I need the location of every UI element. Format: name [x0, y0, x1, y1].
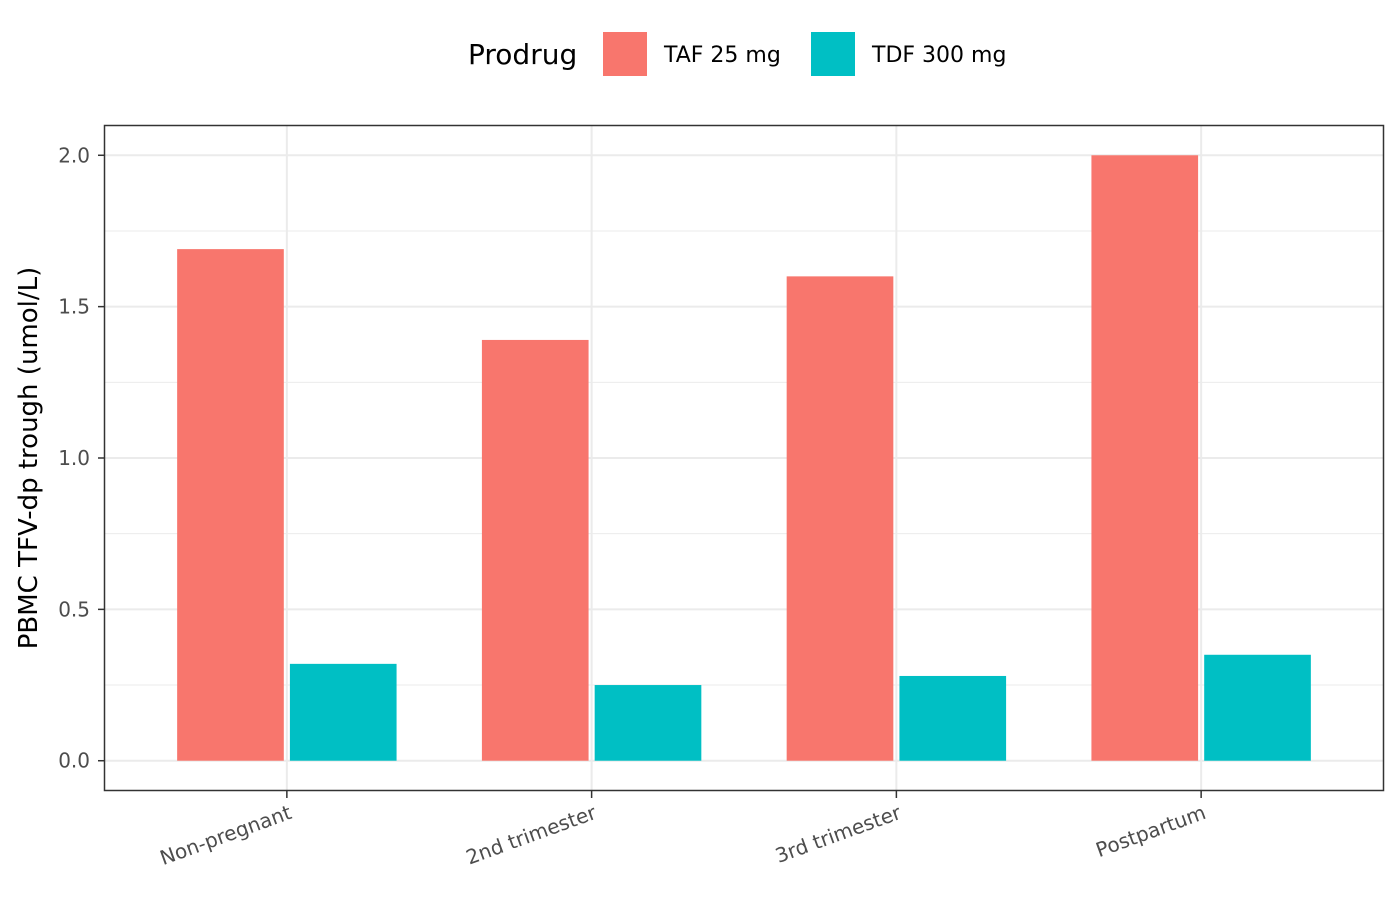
legend-key	[603, 32, 647, 76]
y-tick-label: 1.5	[58, 295, 90, 319]
bar	[289, 663, 397, 761]
y-tick-label: 0.5	[58, 597, 90, 621]
bar	[177, 249, 284, 761]
legend-label: TAF 25 mg	[663, 43, 781, 68]
y-tick-label: 0.0	[58, 749, 90, 773]
bar	[1204, 654, 1311, 761]
x-tick-label: 2nd trimester	[463, 800, 600, 870]
bars	[177, 155, 1311, 761]
y-tick-label: 2.0	[58, 143, 90, 167]
y-axis-title: PBMC TFV-dp trough (umol/L)	[14, 267, 44, 650]
legend: Prodrug TAF 25 mg TDF 300 mg	[468, 32, 1006, 76]
bar	[481, 339, 589, 761]
y-tick-label: 1.0	[58, 446, 90, 470]
x-tick-label: Postpartum	[1093, 800, 1209, 862]
legend-label: TDF 300 mg	[871, 43, 1006, 68]
bar	[899, 675, 1007, 761]
x-tick-label: 3rd trimester	[772, 800, 905, 868]
y-axis: 0.0 0.5 1.0 1.5 2.0	[58, 143, 104, 773]
bar	[1091, 155, 1199, 761]
bar	[786, 276, 894, 761]
x-tick-label: Non-pregnant	[157, 800, 295, 870]
bar	[594, 685, 702, 761]
x-axis: Non-pregnant 2nd trimester 3rd trimester Po…	[157, 791, 1209, 870]
legend-key	[811, 32, 855, 76]
plot-border	[103, 124, 1385, 792]
legend-title: Prodrug	[468, 38, 577, 71]
